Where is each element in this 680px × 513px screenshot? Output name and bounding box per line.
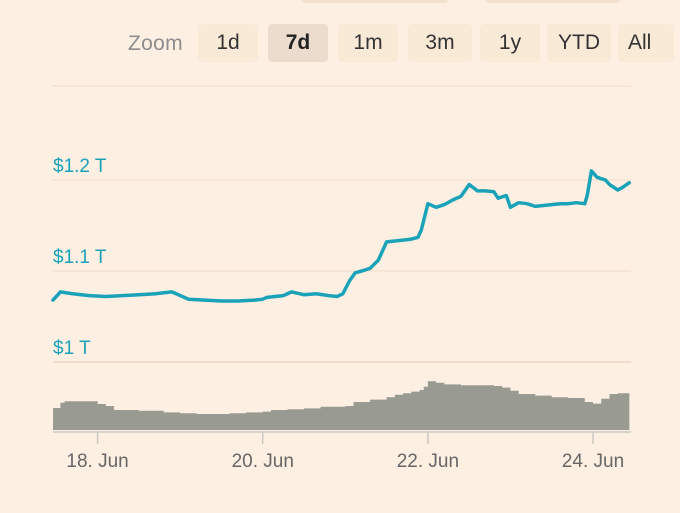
zoom-1d-button[interactable]: 1d	[198, 24, 258, 62]
zoom-7d-button[interactable]: 7d	[268, 24, 328, 62]
price-series	[51, 169, 632, 303]
y-axis-labels: $1 T $1.1 T $1.2 T	[53, 156, 107, 359]
volume-series	[53, 381, 630, 430]
top-button-remnant	[486, 0, 620, 3]
zoom-bar: Zoom 1d 7d 1m 3m 1y YTD All	[0, 24, 680, 62]
top-button-remnant	[302, 0, 448, 3]
zoom-1m-button[interactable]: 1m	[338, 24, 398, 62]
y-tick-label: $1 T	[53, 338, 91, 359]
zoom-all-button[interactable]: All	[618, 24, 674, 62]
gridlines	[53, 85, 631, 363]
zoom-ytd-button[interactable]: YTD	[547, 24, 611, 62]
x-tick-label: 20. Jun	[232, 451, 294, 472]
price-line	[51, 169, 632, 303]
x-axis: 18. Jun 20. Jun 22. Jun 24. Jun	[53, 431, 631, 472]
x-tick-label: 24. Jun	[562, 451, 624, 472]
x-tick-label: 18. Jun	[66, 451, 128, 472]
zoom-3m-button[interactable]: 3m	[408, 24, 472, 62]
y-tick-label: $1.1 T	[53, 247, 107, 268]
y-tick-label: $1.2 T	[53, 156, 107, 177]
zoom-label: Zoom	[128, 32, 183, 55]
x-tick-label: 22. Jun	[397, 451, 459, 472]
volume-area	[53, 381, 630, 430]
zoom-1y-button[interactable]: 1y	[480, 24, 540, 62]
